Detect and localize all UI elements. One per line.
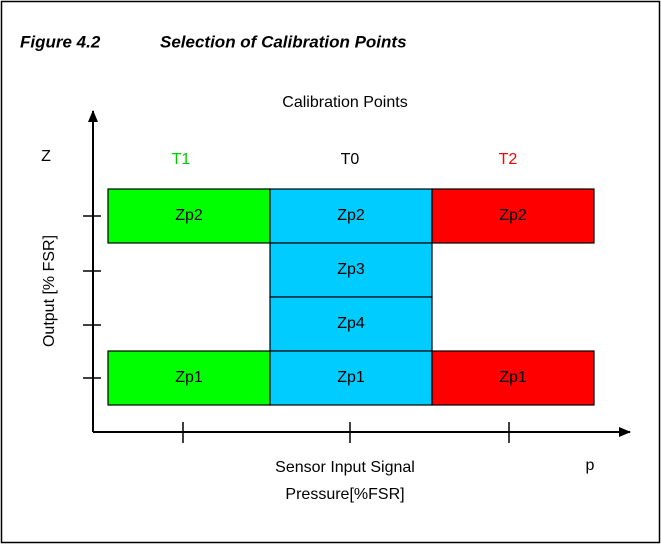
calibration-cell xyxy=(431,350,595,406)
cell-label: Zp1 xyxy=(499,369,527,386)
column-label: T1 xyxy=(172,151,191,168)
calibration-cell xyxy=(269,188,433,244)
y-ticks xyxy=(83,215,101,379)
y-axis-label: Output [% FSR] xyxy=(41,235,58,347)
cell-label: Zp2 xyxy=(175,207,203,224)
cell-label: Zp1 xyxy=(175,369,203,386)
x-axis-symbol: p xyxy=(586,457,595,474)
calibration-cell xyxy=(269,242,433,298)
figure-number: Figure 4.2 xyxy=(20,32,101,51)
column-label: T0 xyxy=(341,151,360,168)
column-label: T2 xyxy=(499,151,518,168)
figure-title: Selection of Calibration Points xyxy=(160,32,407,51)
calibration-cell xyxy=(269,350,433,406)
cell-label: Zp4 xyxy=(337,315,365,332)
cell-label: Zp3 xyxy=(337,261,365,278)
calibration-cell xyxy=(431,188,595,244)
diagram-title: Calibration Points xyxy=(282,94,407,111)
x-axis-label: Sensor Input Signal xyxy=(275,459,415,476)
y-axis-symbol: Z xyxy=(41,148,51,165)
x-axis-label: Pressure[%FSR] xyxy=(285,486,404,503)
cell-label: Zp2 xyxy=(499,207,527,224)
cell-label: Zp1 xyxy=(337,369,365,386)
cell-label: Zp2 xyxy=(337,207,365,224)
calibration-cell xyxy=(269,296,433,352)
x-ticks xyxy=(182,422,510,443)
